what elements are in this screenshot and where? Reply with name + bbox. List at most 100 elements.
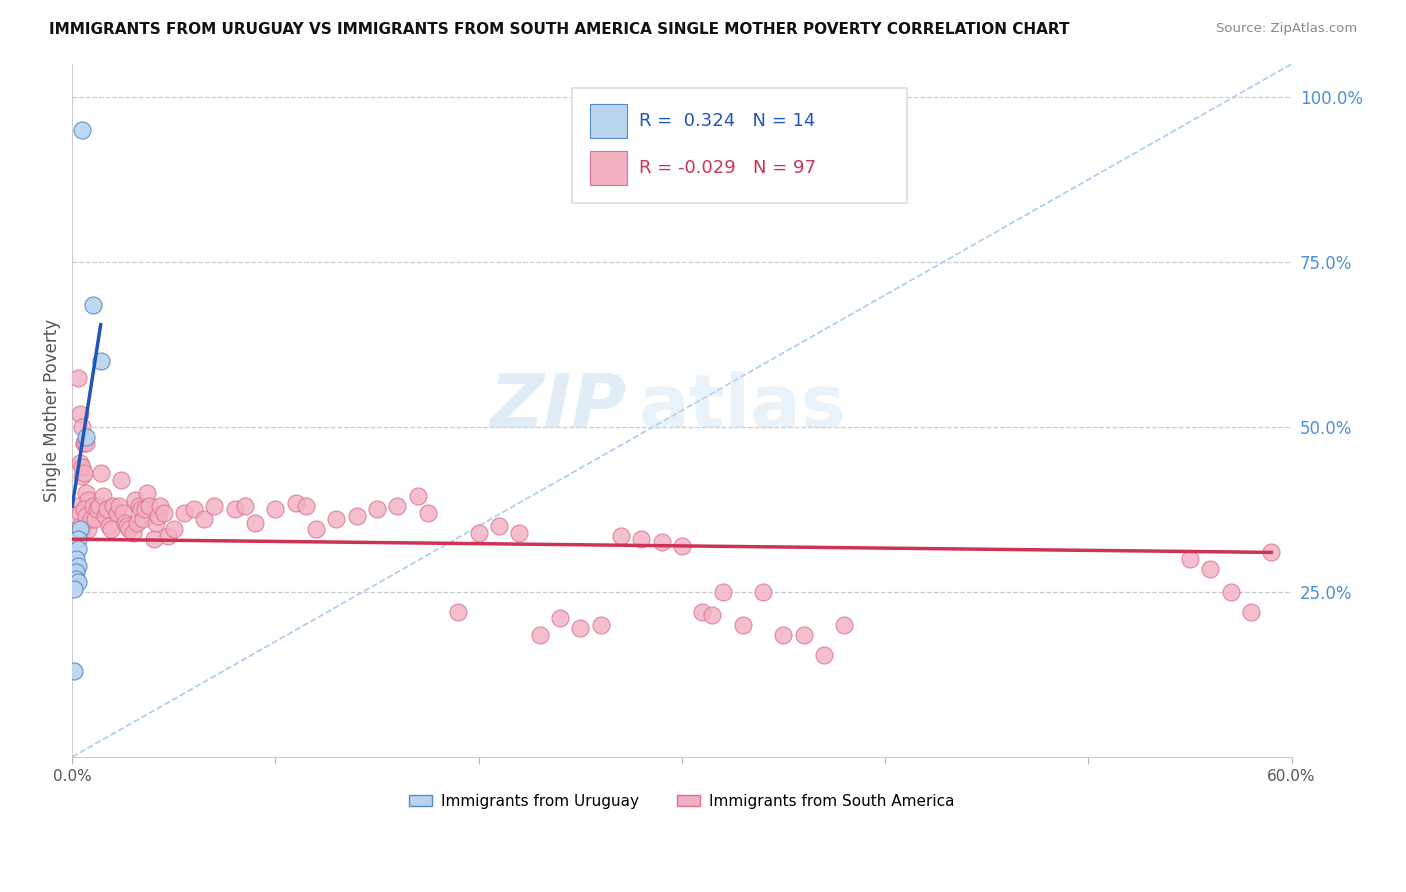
Point	[569, 621, 592, 635]
Point	[134, 502, 156, 516]
Point	[67, 370, 90, 384]
Point	[67, 575, 90, 590]
Point	[128, 499, 150, 513]
Point	[651, 535, 673, 549]
Point	[122, 525, 145, 540]
Point	[142, 532, 165, 546]
Point	[75, 430, 97, 444]
Point	[79, 512, 101, 526]
Point	[204, 499, 226, 513]
Point	[264, 502, 287, 516]
Point	[529, 628, 551, 642]
Point	[110, 473, 132, 487]
Point	[132, 512, 155, 526]
Point	[136, 486, 159, 500]
Bar	[591, 104, 627, 137]
Point	[793, 628, 815, 642]
Point	[508, 525, 530, 540]
Point	[63, 582, 86, 596]
Point	[82, 298, 104, 312]
Point	[112, 506, 135, 520]
Point	[90, 466, 112, 480]
Text: ZIP: ZIP	[489, 370, 627, 443]
Point	[72, 123, 94, 137]
Point	[75, 509, 97, 524]
Point	[69, 522, 91, 536]
Legend: Immigrants from Uruguay, Immigrants from South America: Immigrants from Uruguay, Immigrants from…	[404, 788, 960, 815]
Bar	[591, 152, 627, 185]
Point	[1178, 552, 1201, 566]
Point	[346, 509, 368, 524]
Point	[173, 506, 195, 520]
Point	[193, 512, 215, 526]
Point	[91, 489, 114, 503]
Point	[243, 516, 266, 530]
Point	[702, 608, 724, 623]
Point	[73, 466, 96, 480]
Point	[69, 407, 91, 421]
Point	[630, 532, 652, 546]
Point	[671, 539, 693, 553]
Point	[100, 522, 122, 536]
Point	[69, 519, 91, 533]
Point	[610, 529, 633, 543]
Point	[156, 529, 179, 543]
Point	[63, 664, 86, 678]
Text: R =  0.324   N = 14: R = 0.324 N = 14	[640, 112, 815, 130]
Point	[416, 506, 439, 520]
Point	[467, 525, 489, 540]
Point	[488, 519, 510, 533]
Point	[127, 516, 149, 530]
Point	[67, 558, 90, 573]
Point	[72, 459, 94, 474]
Point	[589, 618, 612, 632]
Point	[752, 585, 775, 599]
Point	[131, 502, 153, 516]
Point	[73, 502, 96, 516]
Point	[305, 522, 328, 536]
Point	[72, 522, 94, 536]
Point	[366, 502, 388, 516]
Point	[387, 499, 409, 513]
Point	[93, 509, 115, 524]
Point	[834, 618, 856, 632]
Point	[86, 502, 108, 516]
Point	[224, 502, 246, 516]
Point	[72, 420, 94, 434]
Point	[118, 522, 141, 536]
Point	[146, 509, 169, 524]
Text: atlas: atlas	[640, 370, 846, 443]
Point	[163, 522, 186, 536]
Y-axis label: Single Mother Poverty: Single Mother Poverty	[44, 319, 60, 502]
Point	[145, 516, 167, 530]
Point	[73, 436, 96, 450]
Point	[82, 499, 104, 513]
Point	[149, 499, 172, 513]
Point	[1199, 562, 1222, 576]
Point	[90, 354, 112, 368]
Point	[152, 506, 174, 520]
Point	[69, 456, 91, 470]
Point	[284, 496, 307, 510]
Point	[77, 522, 100, 536]
Point	[813, 648, 835, 662]
Point	[75, 436, 97, 450]
Point	[711, 585, 734, 599]
Point	[65, 565, 87, 579]
Point	[183, 502, 205, 516]
Point	[108, 499, 131, 513]
Point	[72, 469, 94, 483]
Point	[83, 512, 105, 526]
Point	[1219, 585, 1241, 599]
Point	[124, 492, 146, 507]
Point	[69, 506, 91, 520]
Point	[115, 519, 138, 533]
Point	[97, 519, 120, 533]
Point	[96, 502, 118, 516]
Point	[690, 605, 713, 619]
Point	[67, 499, 90, 513]
Point	[114, 516, 136, 530]
Point	[138, 499, 160, 513]
Point	[1240, 605, 1263, 619]
Point	[75, 486, 97, 500]
